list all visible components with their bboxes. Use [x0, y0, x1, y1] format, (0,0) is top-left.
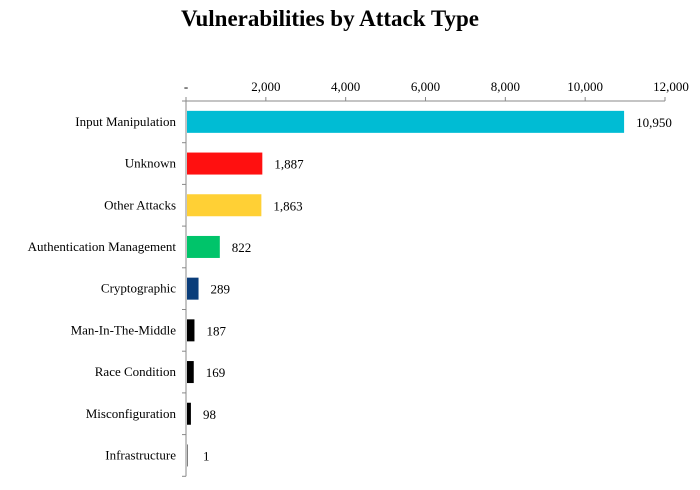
x-tick-label: 12,000 — [653, 79, 689, 94]
category-label: Man-In-The-Middle — [71, 322, 177, 337]
category-label: Other Attacks — [104, 197, 176, 212]
x-tick-label: 8,000 — [491, 79, 520, 94]
category-label: Input Manipulation — [75, 114, 176, 129]
category-label: Unknown — [125, 156, 177, 171]
x-tick-label: 10,000 — [567, 79, 603, 94]
category-label: Cryptographic — [101, 281, 176, 296]
data-label: 289 — [211, 282, 231, 297]
category-label: Authentication Management — [28, 239, 177, 254]
data-label: 1,887 — [274, 157, 304, 172]
x-tick-label: 6,000 — [411, 79, 440, 94]
data-label: 10,950 — [636, 115, 672, 130]
bar-misconfiguration — [187, 402, 191, 425]
bar-man-in-the-middle — [187, 319, 195, 342]
data-label: 1,863 — [273, 198, 302, 213]
data-label: 1 — [203, 448, 210, 463]
data-label: 169 — [206, 365, 226, 380]
x-tick-label: 4,000 — [331, 79, 360, 94]
bar-input-manipulation — [187, 110, 625, 133]
bar-unknown — [187, 152, 263, 175]
x-tick-label: - — [184, 79, 188, 94]
category-label: Infrastructure — [105, 447, 176, 462]
data-label: 187 — [206, 323, 226, 338]
bar-infrastructure — [187, 444, 188, 467]
chart-title: Vulnerabilities by Attack Type — [181, 6, 479, 31]
bar-other-attacks — [187, 194, 262, 217]
data-label: 98 — [203, 407, 216, 422]
bar-race-condition — [187, 361, 194, 384]
bar-cryptographic — [187, 277, 199, 300]
category-label: Race Condition — [95, 364, 177, 379]
bar-authentication-management — [187, 235, 220, 258]
data-label: 822 — [232, 240, 252, 255]
x-tick-label: 2,000 — [251, 79, 280, 94]
category-label: Misconfiguration — [86, 406, 177, 421]
